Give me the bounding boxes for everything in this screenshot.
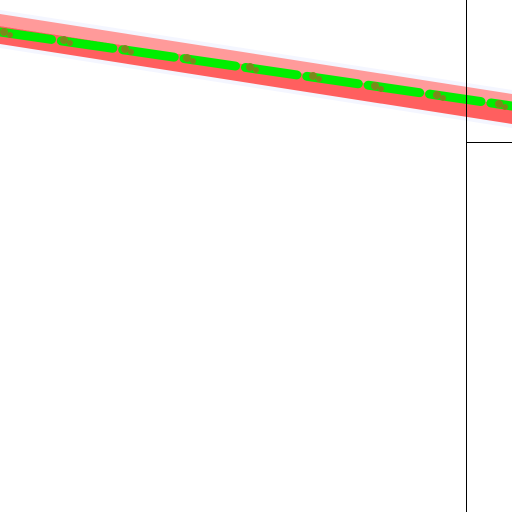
route-nodes	[0, 28, 508, 110]
